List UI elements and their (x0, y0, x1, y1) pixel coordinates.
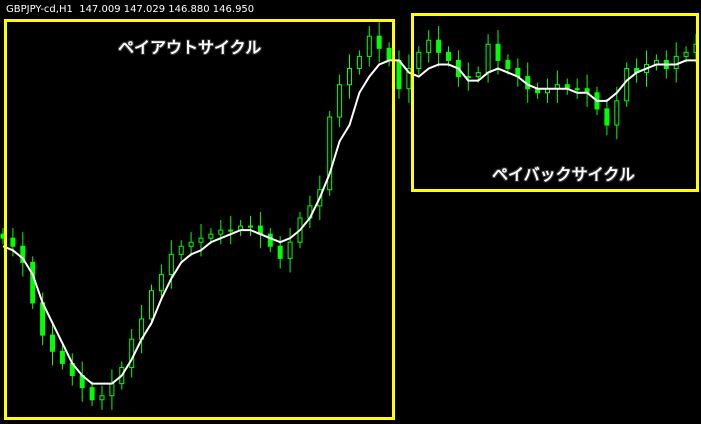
candle (20, 245, 26, 263)
candle (604, 108, 610, 126)
candle (198, 237, 204, 243)
candle (168, 253, 174, 276)
candle (59, 350, 65, 364)
candle (337, 84, 343, 118)
payback-cycle-label: ペイバックサイクル (492, 165, 635, 184)
candle (267, 233, 273, 247)
candle (683, 51, 689, 57)
candle (673, 55, 679, 70)
candle (287, 241, 293, 259)
candle (89, 387, 95, 401)
candle (436, 39, 442, 53)
candle (277, 245, 283, 259)
symbol-header: GBPJPY-cd,H1 147.009 147.029 146.880 146… (6, 4, 254, 15)
candle (149, 290, 154, 320)
payback-cycle-box (411, 13, 699, 192)
candle (426, 39, 432, 53)
candle (218, 229, 224, 235)
candle (178, 245, 184, 255)
ohlc-readout: 147.009 147.029 146.880 146.950 (79, 4, 255, 15)
payout-cycle-label: ペイアウトサイクル (118, 38, 262, 57)
candle (475, 72, 481, 78)
candle (396, 59, 402, 90)
payout-cycle-box (4, 19, 395, 420)
candle (99, 395, 105, 401)
candle (208, 233, 214, 239)
candle (505, 59, 511, 70)
candle (416, 51, 422, 70)
symbol-label: GBPJPY-cd,H1 (6, 4, 73, 15)
candle (406, 68, 412, 90)
candle (327, 116, 333, 191)
candle (50, 334, 55, 352)
candle (376, 35, 382, 49)
candle (446, 51, 451, 61)
candle (574, 88, 580, 91)
candle (158, 274, 164, 292)
candle (614, 100, 620, 126)
candle (248, 225, 253, 228)
candle (495, 43, 501, 61)
candle (366, 35, 372, 57)
candle (347, 68, 352, 86)
candle (228, 229, 234, 232)
candle (188, 241, 194, 247)
candle (10, 237, 16, 247)
candle (624, 68, 630, 102)
moving-average-line (2, 59, 696, 385)
candle (356, 55, 362, 70)
